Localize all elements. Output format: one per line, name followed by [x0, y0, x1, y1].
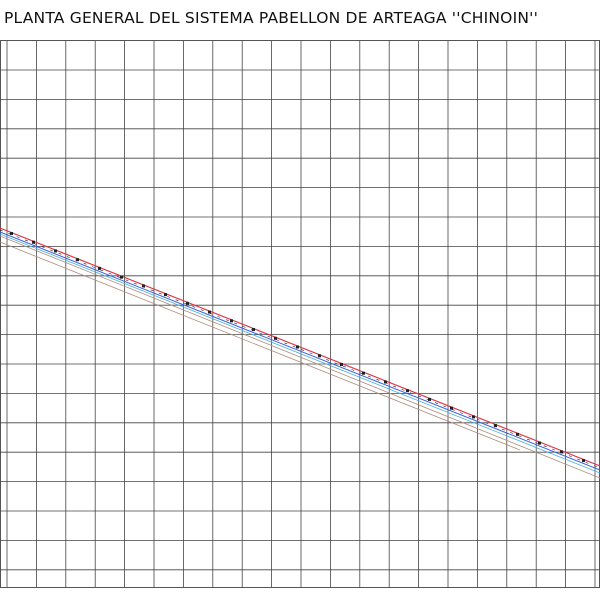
station-mark	[340, 362, 343, 366]
station-mark	[560, 450, 563, 454]
drawing-title: PLANTA GENERAL DEL SISTEMA PABELLON DE A…	[4, 9, 539, 27]
pipe-line-blue	[0, 231, 600, 471]
pipe-line-red	[0, 227, 600, 467]
station-mark	[406, 389, 409, 393]
right-of-way-line	[0, 235, 600, 479]
station-mark	[450, 406, 453, 410]
station-marks	[10, 231, 585, 463]
station-mark	[142, 284, 145, 288]
station-mark	[252, 328, 255, 332]
station-mark	[120, 275, 123, 279]
station-mark	[494, 424, 497, 428]
station-mark	[230, 319, 233, 323]
station-mark	[54, 249, 57, 253]
station-mark	[76, 258, 79, 262]
grid	[0, 41, 600, 587]
station-mark	[318, 354, 321, 358]
station-mark	[208, 310, 211, 314]
station-mark	[164, 293, 167, 297]
station-mark	[384, 380, 387, 384]
pipe-axis	[0, 229, 600, 469]
station-mark	[32, 240, 35, 244]
station-mark	[274, 336, 277, 340]
station-mark	[10, 231, 13, 235]
station-mark	[296, 345, 299, 349]
station-mark	[516, 432, 519, 436]
station-mark	[538, 441, 541, 445]
pipeline	[0, 227, 600, 479]
frame	[0, 40, 600, 588]
station-mark	[98, 266, 101, 270]
station-mark	[472, 415, 475, 419]
right-of-way-line	[0, 241, 521, 451]
station-mark	[362, 371, 365, 375]
station-mark	[428, 397, 431, 401]
pipe-line-cyan	[0, 233, 600, 474]
station-mark	[186, 301, 189, 305]
station-mark	[582, 459, 585, 463]
